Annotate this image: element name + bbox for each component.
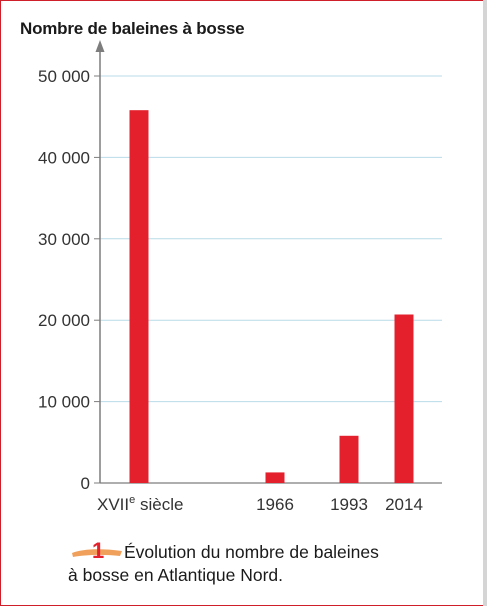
bar (394, 314, 414, 483)
caption-brush-icon (72, 549, 122, 557)
bar (129, 110, 149, 484)
y-tick-label: 50 000 (38, 67, 90, 86)
y-tick-label: 40 000 (38, 148, 90, 167)
y-axis-title: Nombre de baleines à bosse (20, 19, 245, 38)
page-edge (483, 0, 487, 606)
x-tick-label: 1993 (330, 495, 368, 514)
caption-line-2: à bosse en Atlantique Nord. (68, 565, 284, 585)
caption-number: 1 (92, 538, 104, 562)
x-tick-label: XVIIe siècle (97, 494, 183, 514)
bar (265, 472, 285, 483)
caption-line-1: Évolution du nombre de baleines (124, 542, 379, 562)
x-tick-label: 1966 (256, 495, 294, 514)
bar (339, 435, 359, 483)
y-tick-label: 10 000 (38, 393, 90, 412)
y-tick-label: 30 000 (38, 230, 90, 249)
y-tick-label: 20 000 (38, 311, 90, 330)
caption-number-badge: 1 (72, 538, 122, 562)
y-axis-arrow-icon (95, 40, 105, 52)
x-tick-label: 2014 (385, 495, 423, 514)
y-tick-label: 0 (81, 474, 90, 493)
